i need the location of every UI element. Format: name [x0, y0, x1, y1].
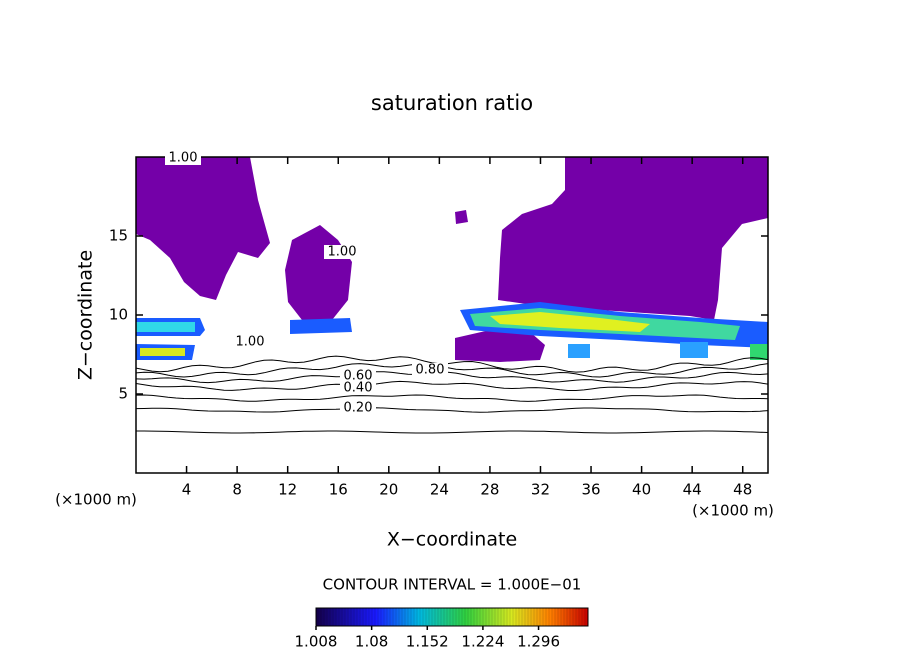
contour-label: 0.20: [344, 401, 373, 416]
filled-region: [490, 312, 650, 332]
y-tick-label: 15: [109, 227, 128, 245]
x-tick-label: 36: [581, 481, 600, 499]
contour-label: 0.80: [416, 363, 445, 378]
filled-region: [290, 318, 352, 334]
contour-label: 1.00: [236, 335, 265, 350]
label-bg: [324, 245, 360, 259]
x-tick-label: 28: [480, 481, 499, 499]
x-tick-label: 32: [531, 481, 550, 499]
label-bg: [232, 335, 268, 349]
contour-line: [136, 355, 768, 373]
y-axis-label: Z−coordinate: [75, 250, 97, 380]
label-bg: [412, 363, 448, 377]
y-tick-label: 10: [109, 306, 128, 324]
label-bg: [340, 381, 376, 395]
contour-field: [136, 157, 768, 434]
y-tick-label: 5: [118, 385, 128, 403]
colorbar-tick-label: 1.008: [295, 633, 338, 651]
x-tick-label: 44: [683, 481, 702, 499]
filled-region: [136, 157, 768, 362]
x-tick-label: 4: [182, 481, 192, 499]
contour-line: [136, 430, 768, 434]
label-bg: [340, 401, 376, 415]
chart-title: saturation ratio: [371, 91, 533, 115]
x-unit: (×1000 m): [692, 502, 774, 520]
contour-label: 1.00: [328, 245, 357, 260]
contour-label: 0.60: [344, 369, 373, 384]
x-axis-label: X−coordinate: [387, 529, 517, 551]
colorbar-tick-label: 1.224: [461, 633, 504, 651]
x-tick-label: 24: [430, 481, 449, 499]
colorbar: [315, 607, 589, 627]
x-tick-label: 40: [632, 481, 651, 499]
colorbar-tick-label: 1.296: [517, 633, 560, 651]
contour-interval: CONTOUR INTERVAL = 1.000E−01: [323, 576, 582, 594]
contour-label: 0.40: [344, 381, 373, 396]
label-bg: [165, 151, 201, 165]
x-unit: (×1000 m): [55, 491, 137, 509]
x-tick-label: 16: [329, 481, 348, 499]
colorbar-tick-label: 1.08: [355, 633, 388, 651]
contour-label: 1.00: [169, 151, 198, 166]
filled-region: [140, 348, 185, 356]
contour-line: [136, 407, 768, 413]
x-tick-label: 20: [379, 481, 398, 499]
contour-line: [136, 380, 768, 391]
filled-region: [680, 342, 708, 358]
x-tick-label: 8: [232, 481, 242, 499]
filled-region: [568, 344, 590, 358]
contour-line: [136, 394, 768, 402]
filled-region: [750, 344, 768, 360]
x-tick-label: 12: [278, 481, 297, 499]
filled-region: [136, 322, 195, 332]
x-tick-label: 48: [733, 481, 752, 499]
contour-line: [136, 371, 768, 384]
label-bg: [340, 369, 376, 383]
contour-line: [136, 363, 768, 378]
colorbar-tick-label: 1.152: [406, 633, 449, 651]
